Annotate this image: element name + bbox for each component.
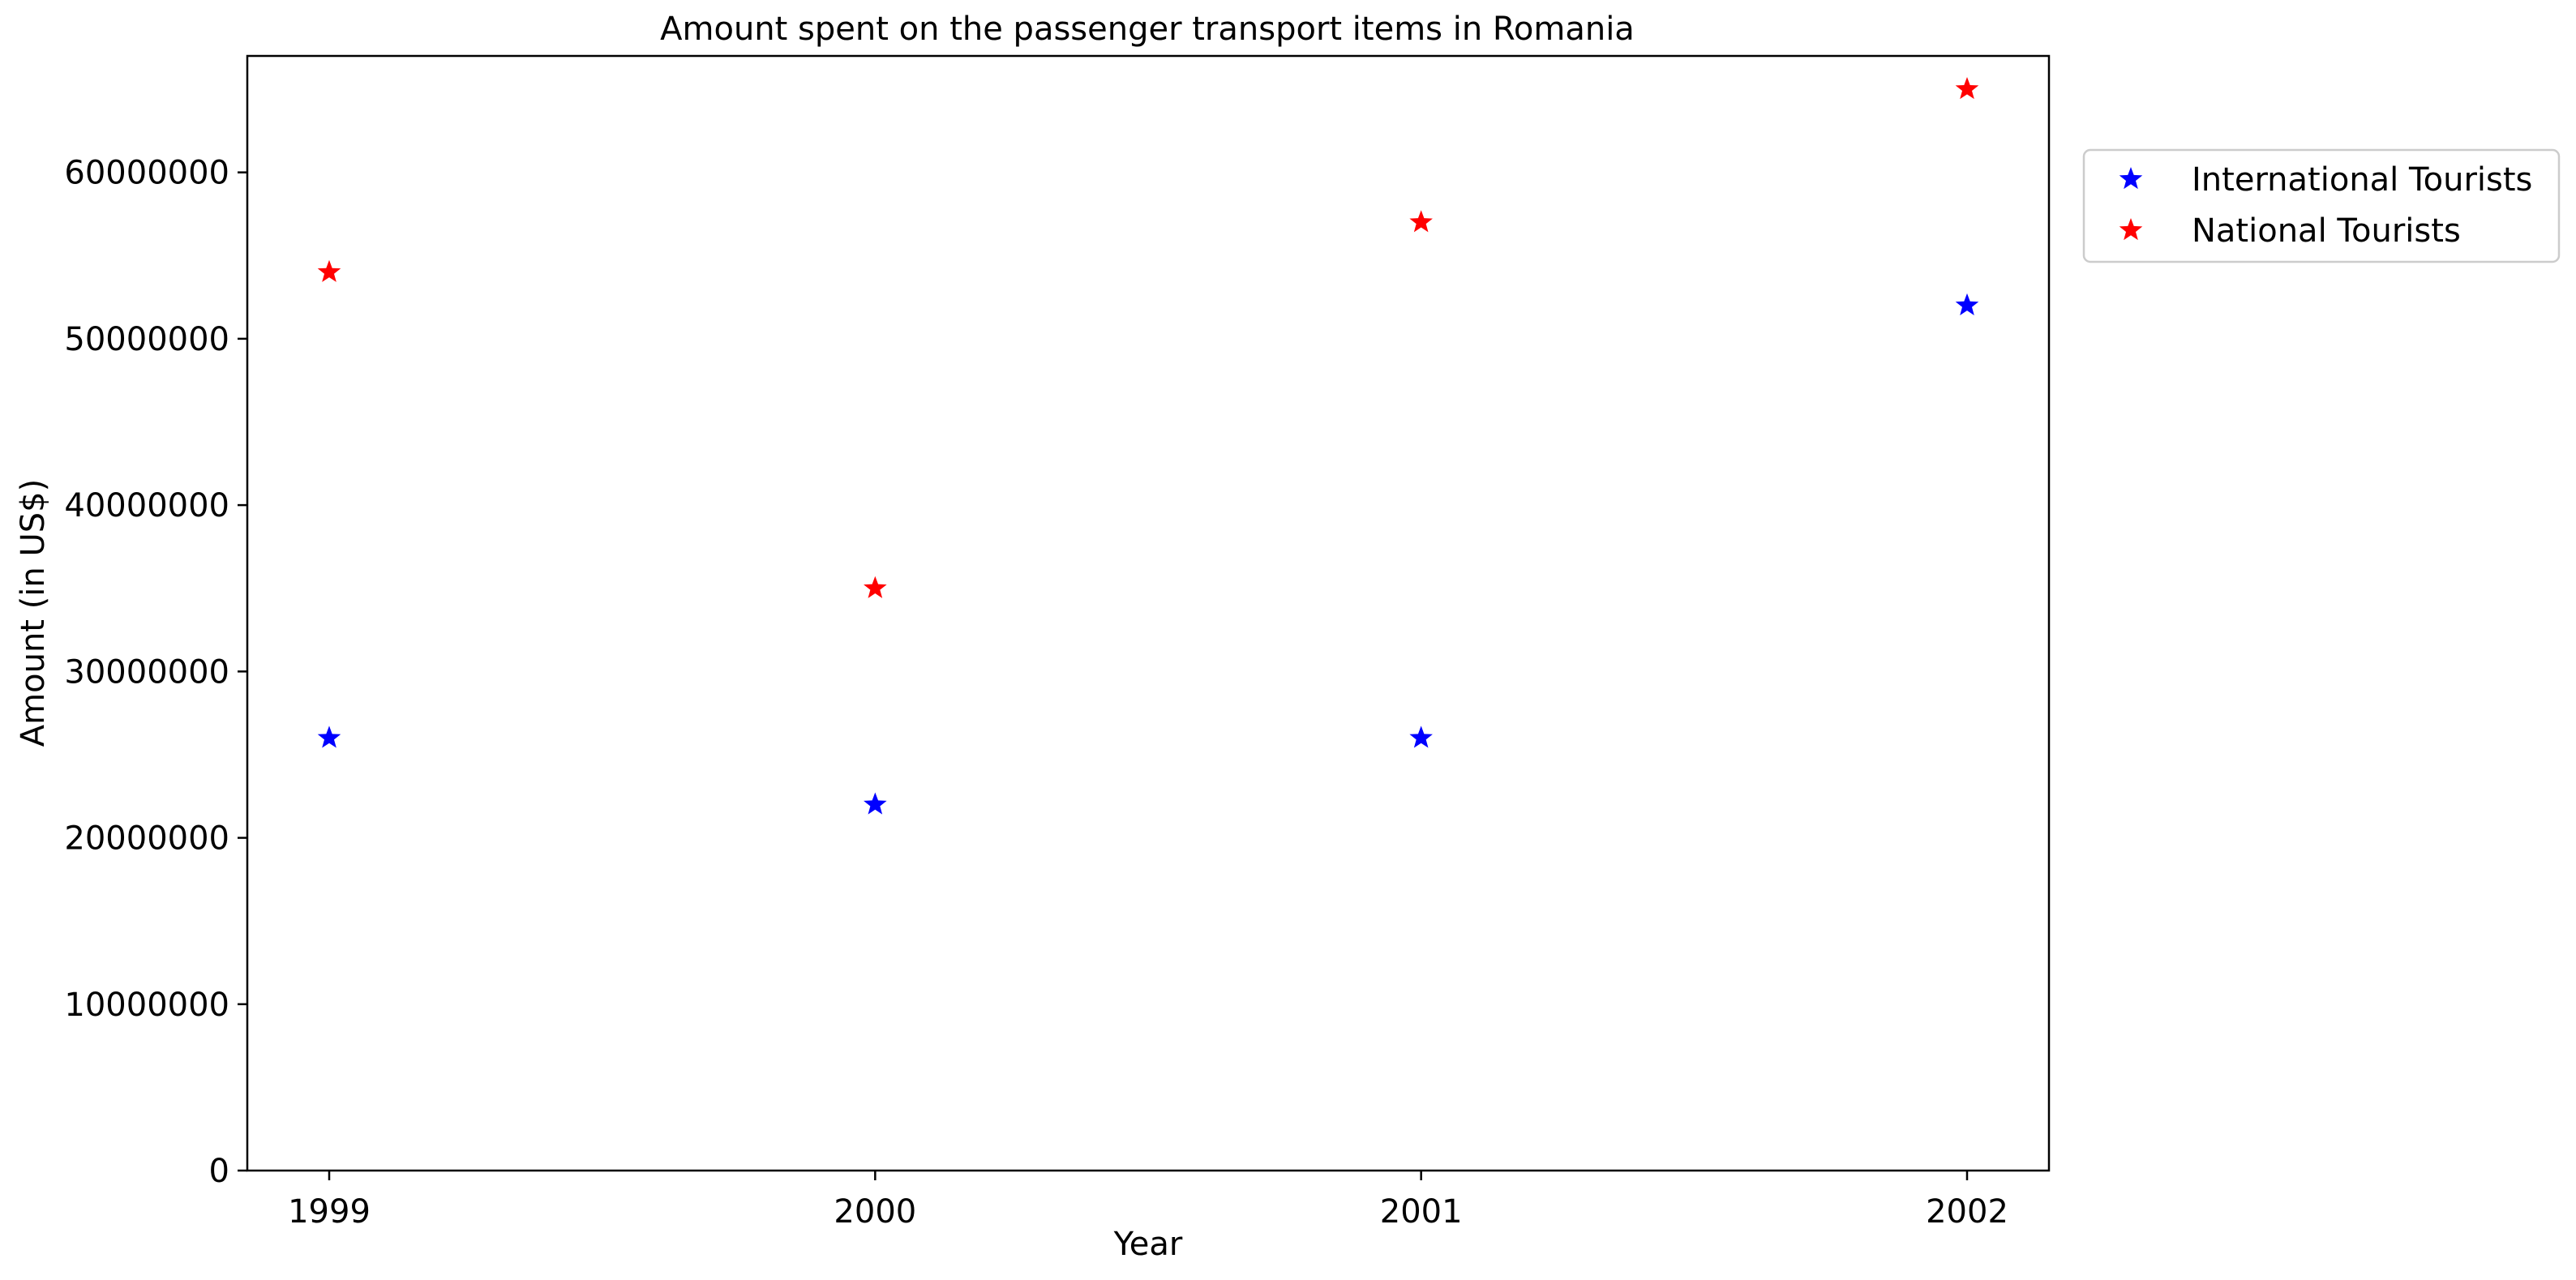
x-tick-label: 2002 <box>1926 1193 2008 1231</box>
chart-title: Amount spent on the passenger transport … <box>660 11 1635 48</box>
y-tick-label: 20000000 <box>64 820 229 858</box>
point-national-tourists-2000 <box>864 576 887 598</box>
point-international-tourists-2000 <box>864 792 887 815</box>
x-tick-label: 1999 <box>288 1193 371 1231</box>
point-international-tourists-2002 <box>1955 293 1979 315</box>
y-tick-label: 40000000 <box>64 487 229 524</box>
y-tick-label: 30000000 <box>64 653 229 691</box>
point-national-tourists-2002 <box>1955 77 1979 100</box>
point-national-tourists-1999 <box>317 259 341 282</box>
y-tick-label: 60000000 <box>64 155 229 192</box>
data-points <box>317 77 1979 815</box>
legend-label: National Tourists <box>2192 212 2461 250</box>
point-international-tourists-1999 <box>317 726 341 748</box>
point-national-tourists-2001 <box>1409 210 1433 233</box>
x-tick-label: 2001 <box>1380 1193 1463 1231</box>
x-tick-label: 2000 <box>834 1193 916 1231</box>
legend-marker <box>2119 218 2143 241</box>
legend-box <box>2082 148 2561 263</box>
x-axis-label: Year <box>1113 1226 1183 1263</box>
plot-area <box>246 54 2051 1172</box>
y-axis-label: Amount (in US$) <box>15 479 52 747</box>
y-tick-label: 10000000 <box>64 987 229 1024</box>
y-tick-label: 50000000 <box>64 321 229 358</box>
y-axis: 0 10000000 20000000 30000000 40000000 5000000… <box>64 155 247 1190</box>
legend-label: International Tourists <box>2192 161 2532 199</box>
legend-marker <box>2119 167 2143 190</box>
y-tick-label: 0 <box>209 1153 229 1190</box>
point-international-tourists-2001 <box>1409 726 1433 748</box>
x-axis: 1999 2000 2001 2002 <box>288 1171 2008 1231</box>
legend: International Tourists National Tourists <box>2082 148 2561 263</box>
